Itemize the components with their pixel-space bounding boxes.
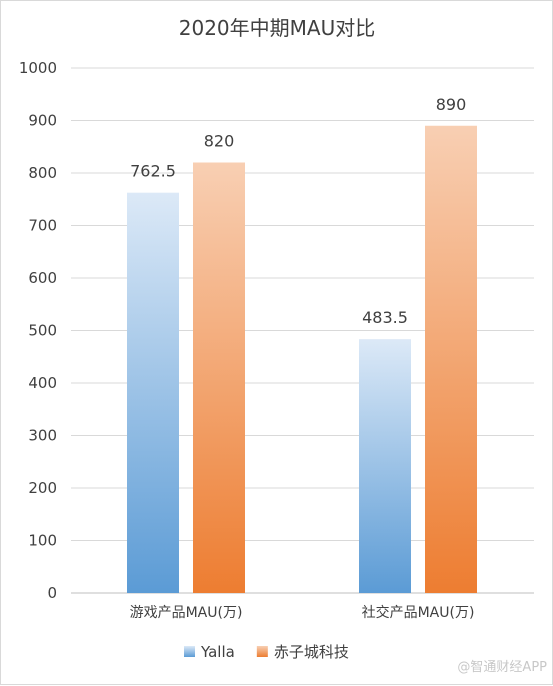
y-tick-label: 500 bbox=[28, 322, 57, 340]
y-tick-label: 800 bbox=[28, 164, 57, 182]
legend-label: Yalla bbox=[200, 643, 235, 661]
y-tick-label: 300 bbox=[28, 427, 57, 445]
data-label: 762.5 bbox=[130, 162, 176, 181]
legend-label: 赤子城科技 bbox=[274, 643, 349, 661]
y-tick-label: 100 bbox=[28, 532, 57, 550]
y-tick-label: 700 bbox=[28, 217, 57, 235]
legend-swatch bbox=[256, 646, 268, 657]
x-category-label: 社交产品MAU(万) bbox=[362, 604, 475, 621]
data-label: 483.5 bbox=[362, 308, 408, 327]
bar bbox=[127, 192, 179, 593]
data-label: 820 bbox=[204, 132, 235, 151]
y-tick-label: 900 bbox=[28, 112, 57, 130]
legend-swatch bbox=[184, 646, 195, 657]
y-tick-label: 600 bbox=[28, 269, 57, 287]
watermark-text: @智通财经APP bbox=[457, 660, 547, 675]
y-tick-label: 400 bbox=[28, 374, 57, 392]
bar bbox=[193, 162, 245, 593]
bar bbox=[425, 125, 477, 593]
y-tick-label: 0 bbox=[47, 584, 57, 602]
y-tick-label: 1000 bbox=[19, 59, 57, 77]
y-tick-label: 200 bbox=[28, 479, 57, 497]
x-category-label: 游戏产品MAU(万) bbox=[130, 605, 243, 621]
chart-title: 2020年中期MAU对比 bbox=[179, 16, 375, 40]
bar bbox=[359, 339, 411, 593]
data-label: 890 bbox=[436, 95, 467, 114]
